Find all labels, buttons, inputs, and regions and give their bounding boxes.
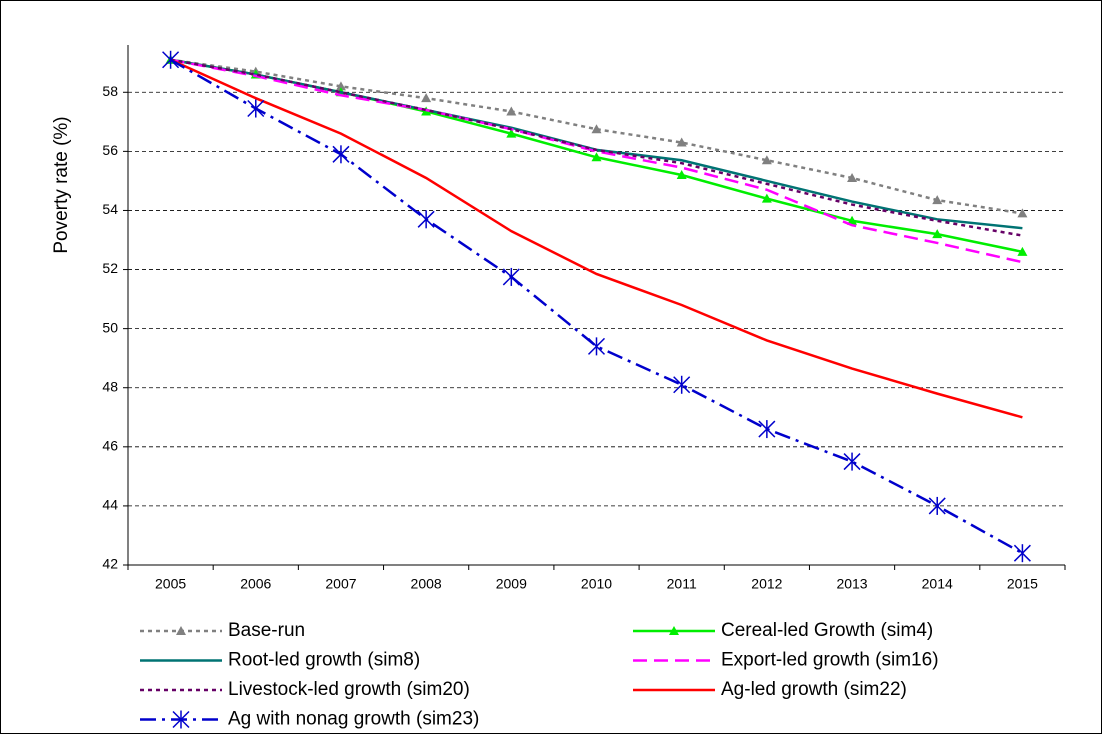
legend-label: Ag-led growth (sim22) <box>721 679 907 700</box>
marker <box>932 195 943 205</box>
y-tick-label: 50 <box>102 319 118 335</box>
marker <box>332 145 350 164</box>
x-tick-label: 2008 <box>411 576 442 592</box>
x-tick-label: 2006 <box>240 576 271 592</box>
legend-label: Livestock-led growth (sim20) <box>228 679 470 700</box>
y-tick-label: 44 <box>102 497 118 513</box>
x-tick-label: 2015 <box>1007 576 1038 592</box>
marker <box>417 210 435 229</box>
marker-stroke <box>1013 544 1031 562</box>
marker <box>669 626 679 635</box>
series-line <box>170 58 1023 215</box>
x-tick-label: 2011 <box>667 576 697 592</box>
marker <box>506 106 517 116</box>
legend-label: Root-led growth (sim8) <box>228 650 420 671</box>
marker-stroke <box>928 497 946 515</box>
legend-item: Ag with nonag growth (sim23) <box>140 709 479 730</box>
marker <box>761 193 772 203</box>
marker <box>847 172 858 182</box>
marker-stroke <box>332 145 350 163</box>
marker-stroke <box>417 210 435 228</box>
marker <box>172 710 190 729</box>
marker <box>761 155 772 165</box>
marker <box>421 93 432 103</box>
x-tick-label: 2009 <box>496 576 527 592</box>
marker <box>1013 544 1031 563</box>
series-line <box>170 58 1023 237</box>
y-tick-label: 58 <box>102 83 118 99</box>
x-tick-label: 2007 <box>325 576 356 592</box>
y-tick-label: 42 <box>102 556 118 572</box>
marker <box>847 215 858 225</box>
legend-label: Ag with nonag growth (sim23) <box>228 709 479 730</box>
marker <box>506 128 517 138</box>
marker <box>676 170 687 179</box>
y-axis-label: Poverty rate (%) <box>51 116 72 253</box>
legend-item: Export-led growth (sim16) <box>633 650 939 671</box>
x-tick-label: 2005 <box>155 576 186 592</box>
marker-stroke <box>758 420 776 438</box>
marker <box>1017 246 1028 256</box>
marker <box>502 267 520 286</box>
marker <box>673 375 691 394</box>
x-tick-label: 2014 <box>922 576 953 592</box>
y-tick-label: 46 <box>102 438 118 454</box>
y-tick-label: 56 <box>102 142 118 158</box>
series-line <box>170 58 1023 419</box>
marker <box>758 420 776 439</box>
marker <box>591 124 602 134</box>
legend-item: Livestock-led growth (sim20) <box>140 679 470 700</box>
marker <box>1017 208 1028 218</box>
y-tick-label: 52 <box>102 260 118 276</box>
marker <box>843 452 861 471</box>
legend-label: Export-led growth (sim16) <box>721 650 939 671</box>
marker <box>247 99 265 118</box>
legend-item: Ag-led growth (sim22) <box>633 679 907 700</box>
marker-stroke <box>247 99 265 118</box>
legend-item: Base-run <box>140 620 305 641</box>
series-line <box>169 58 1024 555</box>
x-tick-label: 2013 <box>836 576 867 592</box>
marker <box>162 50 180 69</box>
legend-label: Cereal-led Growth (sim4) <box>721 620 933 641</box>
legend-label: Base-run <box>228 620 305 641</box>
marker-stroke <box>587 337 606 355</box>
marker <box>932 229 943 239</box>
legend-item: Root-led growth (sim8) <box>140 650 420 671</box>
y-tick-label: 48 <box>102 378 118 394</box>
marker <box>591 152 602 162</box>
marker <box>587 337 606 356</box>
x-tick-label: 2012 <box>751 576 782 592</box>
marker <box>928 496 946 515</box>
marker-stroke <box>673 376 691 394</box>
legend-item: Cereal-led Growth (sim4) <box>633 620 933 641</box>
y-tick-label: 54 <box>102 201 118 217</box>
marker-stroke <box>172 710 190 729</box>
marker <box>335 81 346 91</box>
marker <box>676 137 687 147</box>
marker-stroke <box>502 268 520 286</box>
marker-stroke <box>162 51 180 69</box>
marker-stroke <box>843 453 861 471</box>
marker <box>176 626 186 635</box>
x-tick-label: 2010 <box>581 576 612 592</box>
